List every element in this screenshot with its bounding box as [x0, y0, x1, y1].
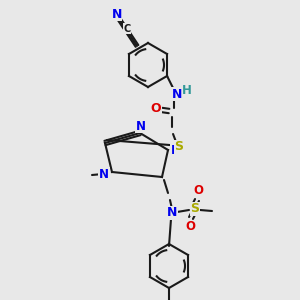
Text: N: N — [171, 143, 181, 157]
Text: O: O — [185, 220, 195, 233]
Text: O: O — [193, 184, 203, 197]
Text: O: O — [151, 101, 161, 115]
Text: N: N — [167, 206, 177, 220]
Text: C: C — [123, 24, 130, 34]
Text: S: S — [190, 202, 200, 215]
Text: S: S — [175, 140, 184, 154]
Text: N: N — [136, 119, 146, 133]
Text: N: N — [111, 8, 122, 21]
Text: N: N — [172, 88, 182, 100]
Text: S: S — [175, 140, 184, 154]
Text: N: N — [99, 167, 109, 181]
Text: H: H — [182, 85, 192, 98]
